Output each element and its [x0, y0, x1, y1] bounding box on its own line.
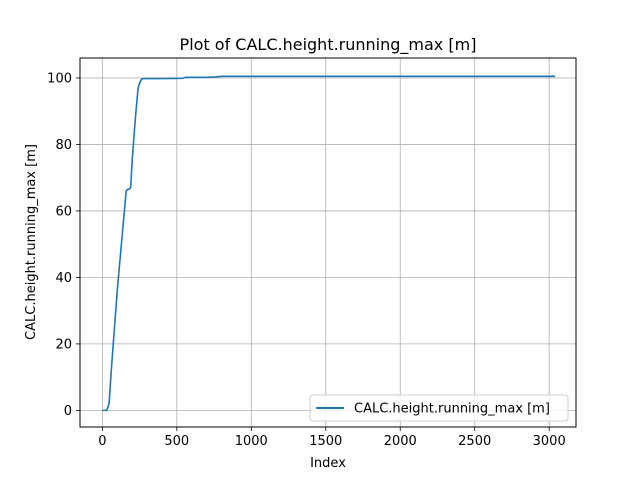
legend: CALC.height.running_max [m]: [309, 394, 569, 422]
y-tick-label: 80: [55, 138, 72, 153]
x-tick-label: 3000: [533, 434, 566, 449]
x-tick-label: 0: [98, 434, 106, 449]
x-tick-label: 2500: [458, 434, 491, 449]
y-tick-label: 60: [55, 204, 72, 219]
grid-lines: [80, 58, 576, 427]
x-tick-label: 1000: [235, 434, 268, 449]
axis-ticks: 0 500 1000 1500 2000 2500 3000 0 20 40 60 80 100: [47, 71, 566, 449]
plot-area-frame: [79, 57, 577, 428]
y-tick-label: 40: [55, 271, 72, 286]
x-tick-label: 1500: [309, 434, 342, 449]
legend-box: [309, 394, 569, 422]
x-tick-label: 500: [164, 434, 189, 449]
series-layer: [102, 75, 556, 412]
chart-title: Plot of CALC.height.running_max [m]: [180, 35, 477, 55]
legend-label: CALC.height.running_max [m]: [354, 402, 550, 417]
x-axis-title: Index: [310, 456, 346, 471]
series-line: [102, 75, 556, 412]
y-tick-label: 0: [64, 404, 72, 419]
y-axis-title: CALC.height.running_max [m]: [24, 144, 39, 340]
y-tick-label: 20: [55, 337, 72, 352]
x-tick-label: 2000: [384, 434, 417, 449]
y-tick-label: 100: [47, 71, 72, 86]
